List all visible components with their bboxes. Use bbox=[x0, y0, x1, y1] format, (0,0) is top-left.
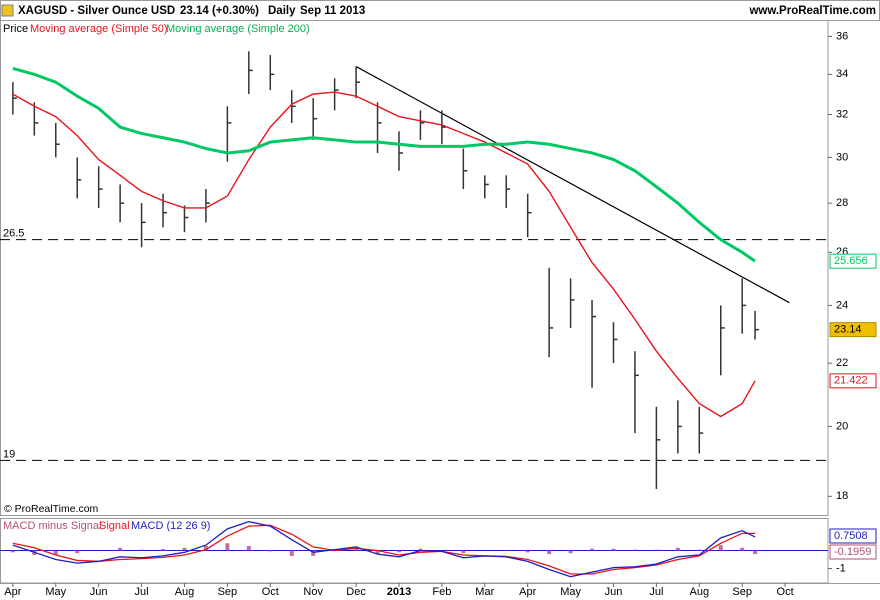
x-tick-label: May bbox=[560, 586, 581, 598]
macd-hist-bar bbox=[289, 550, 294, 556]
x-tick-label: Dec bbox=[346, 586, 366, 598]
y-tick-label: 26 bbox=[836, 246, 848, 258]
last-value-label: 25.656 bbox=[834, 255, 868, 267]
macd-hist-bar bbox=[461, 550, 466, 554]
macd-hist-bar bbox=[118, 547, 123, 551]
x-tick-label: Feb bbox=[432, 586, 451, 598]
last-value-box bbox=[829, 528, 877, 544]
y-tick-label: 18 bbox=[836, 490, 848, 502]
macd-hist-bar bbox=[611, 548, 616, 551]
macd-hist-bar bbox=[53, 550, 58, 556]
y-tick-label: -1 bbox=[836, 562, 846, 574]
macd-hist-bar bbox=[718, 545, 723, 551]
date: Sep 11 2013 bbox=[300, 5, 365, 17]
macd-line bbox=[12, 524, 756, 575]
macd-hist-bar bbox=[396, 550, 401, 553]
macd-hist-bar bbox=[161, 549, 166, 551]
macd-hist-bar bbox=[182, 547, 187, 551]
macd-hist-bar bbox=[675, 547, 680, 551]
site: www.ProRealTime.com bbox=[748, 5, 876, 17]
quote: 23.14 (+0.30%) bbox=[180, 5, 259, 17]
macd-hist-bar bbox=[311, 550, 316, 556]
last-price-label: 23.14 bbox=[834, 324, 862, 336]
y-tick-label: 34 bbox=[836, 68, 848, 80]
macd-hist-bar bbox=[268, 550, 273, 552]
level-label: 26.5 bbox=[3, 228, 24, 240]
last-value-label: 21.422 bbox=[834, 375, 868, 387]
logo-icon bbox=[1, 4, 14, 17]
macd-hist-bar bbox=[697, 549, 702, 551]
x-tick-label: Oct bbox=[777, 586, 794, 598]
legend-price: Price bbox=[3, 23, 28, 35]
x-tick-label: Apr bbox=[519, 586, 536, 598]
x-tick-label: 2013 bbox=[387, 586, 411, 598]
y-tick-label: 30 bbox=[836, 151, 848, 163]
x-tick-label: May bbox=[45, 586, 66, 598]
x-tick-label: Oct bbox=[262, 586, 279, 598]
macd-hist-bar bbox=[590, 548, 595, 551]
last-value-box bbox=[829, 373, 877, 389]
x-tick-label: Mar bbox=[475, 586, 494, 598]
y-tick-label: 28 bbox=[836, 197, 848, 209]
x-tick-label: Apr bbox=[4, 586, 21, 598]
macd-hist-bar bbox=[375, 550, 380, 555]
symbol: XAGUSD - Silver Ounce USD bbox=[18, 5, 175, 17]
x-tick-label: Sep bbox=[732, 586, 752, 598]
x-tick-label: Jun bbox=[90, 586, 108, 598]
legend-signal: Signal bbox=[99, 520, 130, 532]
macd-hist-bar bbox=[632, 549, 637, 551]
x-tick-label: Jul bbox=[649, 586, 663, 598]
macd-hist-bar bbox=[246, 545, 251, 551]
last-value-box bbox=[829, 253, 877, 269]
macd-hist-bar bbox=[740, 547, 745, 551]
y-tick-label: 22 bbox=[836, 357, 848, 369]
legend-macd: MACD (12 26 9) bbox=[131, 520, 210, 532]
macd-hist-bar bbox=[225, 543, 230, 551]
x-tick-label: Sep bbox=[218, 586, 238, 598]
last-value-label: -0.1959 bbox=[834, 546, 871, 558]
y-tick-label: 20 bbox=[836, 420, 848, 432]
macd-hist-bar bbox=[753, 550, 758, 555]
last-value-label: 0.7508 bbox=[834, 530, 868, 542]
macd-hist-bar bbox=[654, 549, 659, 551]
macd-hist-bar bbox=[568, 550, 573, 554]
ma-line bbox=[12, 91, 756, 418]
last-value-box bbox=[829, 544, 877, 560]
macd-line bbox=[12, 520, 756, 578]
macd-hist-bar bbox=[75, 550, 80, 554]
macd-hist-bar bbox=[547, 550, 552, 555]
price-panel bbox=[0, 20, 829, 516]
trendline bbox=[355, 66, 790, 304]
y-tick-label: 32 bbox=[836, 108, 848, 120]
x-tick-label: Aug bbox=[175, 586, 195, 598]
ma-line bbox=[12, 67, 756, 263]
y-tick-label: 36 bbox=[836, 30, 848, 42]
macd-hist-bar bbox=[354, 549, 359, 551]
macd-hist-bar bbox=[10, 550, 15, 553]
legend-ma200: Moving average (Simple 200) bbox=[166, 23, 310, 35]
macd-hist-bar bbox=[139, 549, 144, 551]
legend-ma50: Moving average (Simple 50) bbox=[30, 23, 168, 35]
x-tick-label: Aug bbox=[690, 586, 710, 598]
last-price-box bbox=[829, 322, 877, 338]
macd-hist-bar bbox=[203, 545, 208, 551]
macd-hist-bar bbox=[418, 548, 423, 551]
y-tick-label: 24 bbox=[836, 299, 848, 311]
x-tick-label: Jul bbox=[135, 586, 149, 598]
x-tick-label: Nov bbox=[303, 586, 323, 598]
period: Daily bbox=[268, 5, 296, 17]
x-tick-label: Jun bbox=[605, 586, 623, 598]
copyright: © ProRealTime.com bbox=[4, 503, 99, 515]
legend-hist: MACD minus Signal bbox=[3, 520, 101, 532]
macd-hist-bar bbox=[525, 550, 530, 553]
level-label: 19 bbox=[3, 448, 15, 460]
